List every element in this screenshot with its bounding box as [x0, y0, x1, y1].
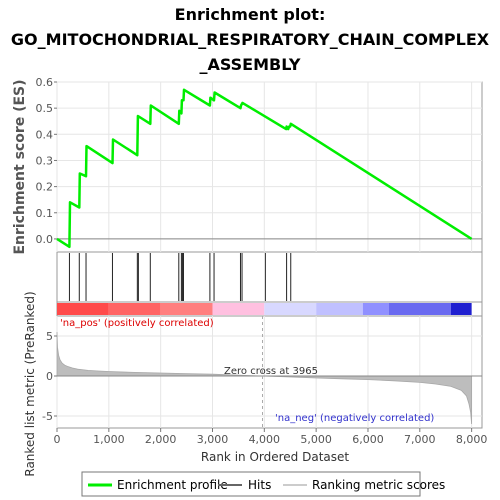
metric-y-tick-label: 5 — [46, 330, 53, 343]
es-y-tick-label: 0.2 — [36, 181, 54, 194]
x-tick-label: 5,000 — [300, 433, 332, 446]
y-axis-label-es: Enrichment score (ES) — [12, 79, 28, 254]
es-y-tick-label: 0.4 — [36, 128, 54, 141]
zero-cross-label: Zero cross at 3965 — [224, 366, 318, 377]
heat-segment — [389, 303, 451, 315]
x-axis-label: Rank in Ordered Dataset — [201, 450, 349, 464]
metric-y-tick-label: -5 — [42, 410, 53, 423]
heat-segment — [264, 303, 316, 315]
es-y-tick-label: 0.0 — [36, 233, 54, 246]
legend: Enrichment profile Hits Ranking metric s… — [82, 472, 445, 496]
heat-segment — [363, 303, 389, 315]
x-tick-label: 6,000 — [352, 433, 384, 446]
es-plot — [57, 82, 482, 252]
es-y-tick-label: 0.5 — [36, 102, 54, 115]
es-panel-frame — [57, 82, 482, 252]
neg-correlated-label: 'na_neg' (negatively correlated) — [275, 413, 434, 424]
x-tick-label: 4,000 — [249, 433, 281, 446]
heat-segment — [451, 303, 472, 315]
legend-enrichment-label: Enrichment profile — [117, 478, 228, 492]
x-tick-label: 1,000 — [93, 433, 125, 446]
x-tick-label: 3,000 — [197, 433, 229, 446]
heat-segment — [109, 303, 161, 315]
x-tick-label: 7,000 — [404, 433, 436, 446]
chart-title-line1: Enrichment plot: — [175, 5, 326, 24]
chart-title-line3: _ASSEMBLY — [199, 55, 300, 74]
heat-segment — [57, 303, 109, 315]
legend-ranking-label: Ranking metric scores — [312, 478, 445, 492]
chart-title-line2: GO_MITOCHONDRIAL_RESPIRATORY_CHAIN_COMPL… — [11, 30, 490, 49]
y-axis-label-metric: Ranked list metric (PreRanked) — [23, 291, 37, 476]
es-y-tick-label: 0.3 — [36, 154, 54, 167]
legend-hits-label: Hits — [248, 478, 271, 492]
x-tick-label: 0 — [54, 433, 61, 446]
heat-segment — [316, 303, 363, 315]
hits-plot — [69, 253, 290, 301]
x-tick-label: 2,000 — [145, 433, 177, 446]
heat-segment — [161, 303, 213, 315]
es-y-tick-label: 0.1 — [36, 207, 54, 220]
hits-panel-frame — [57, 252, 482, 302]
heatmap-strip — [57, 303, 472, 315]
x-tick-label: 8,000 — [456, 433, 488, 446]
es-y-tick-label: 0.6 — [36, 76, 54, 89]
metric-y-tick-label: 0 — [46, 370, 53, 383]
pos-correlated-label: 'na_pos' (positively correlated) — [60, 318, 214, 329]
heat-segment — [212, 303, 264, 315]
